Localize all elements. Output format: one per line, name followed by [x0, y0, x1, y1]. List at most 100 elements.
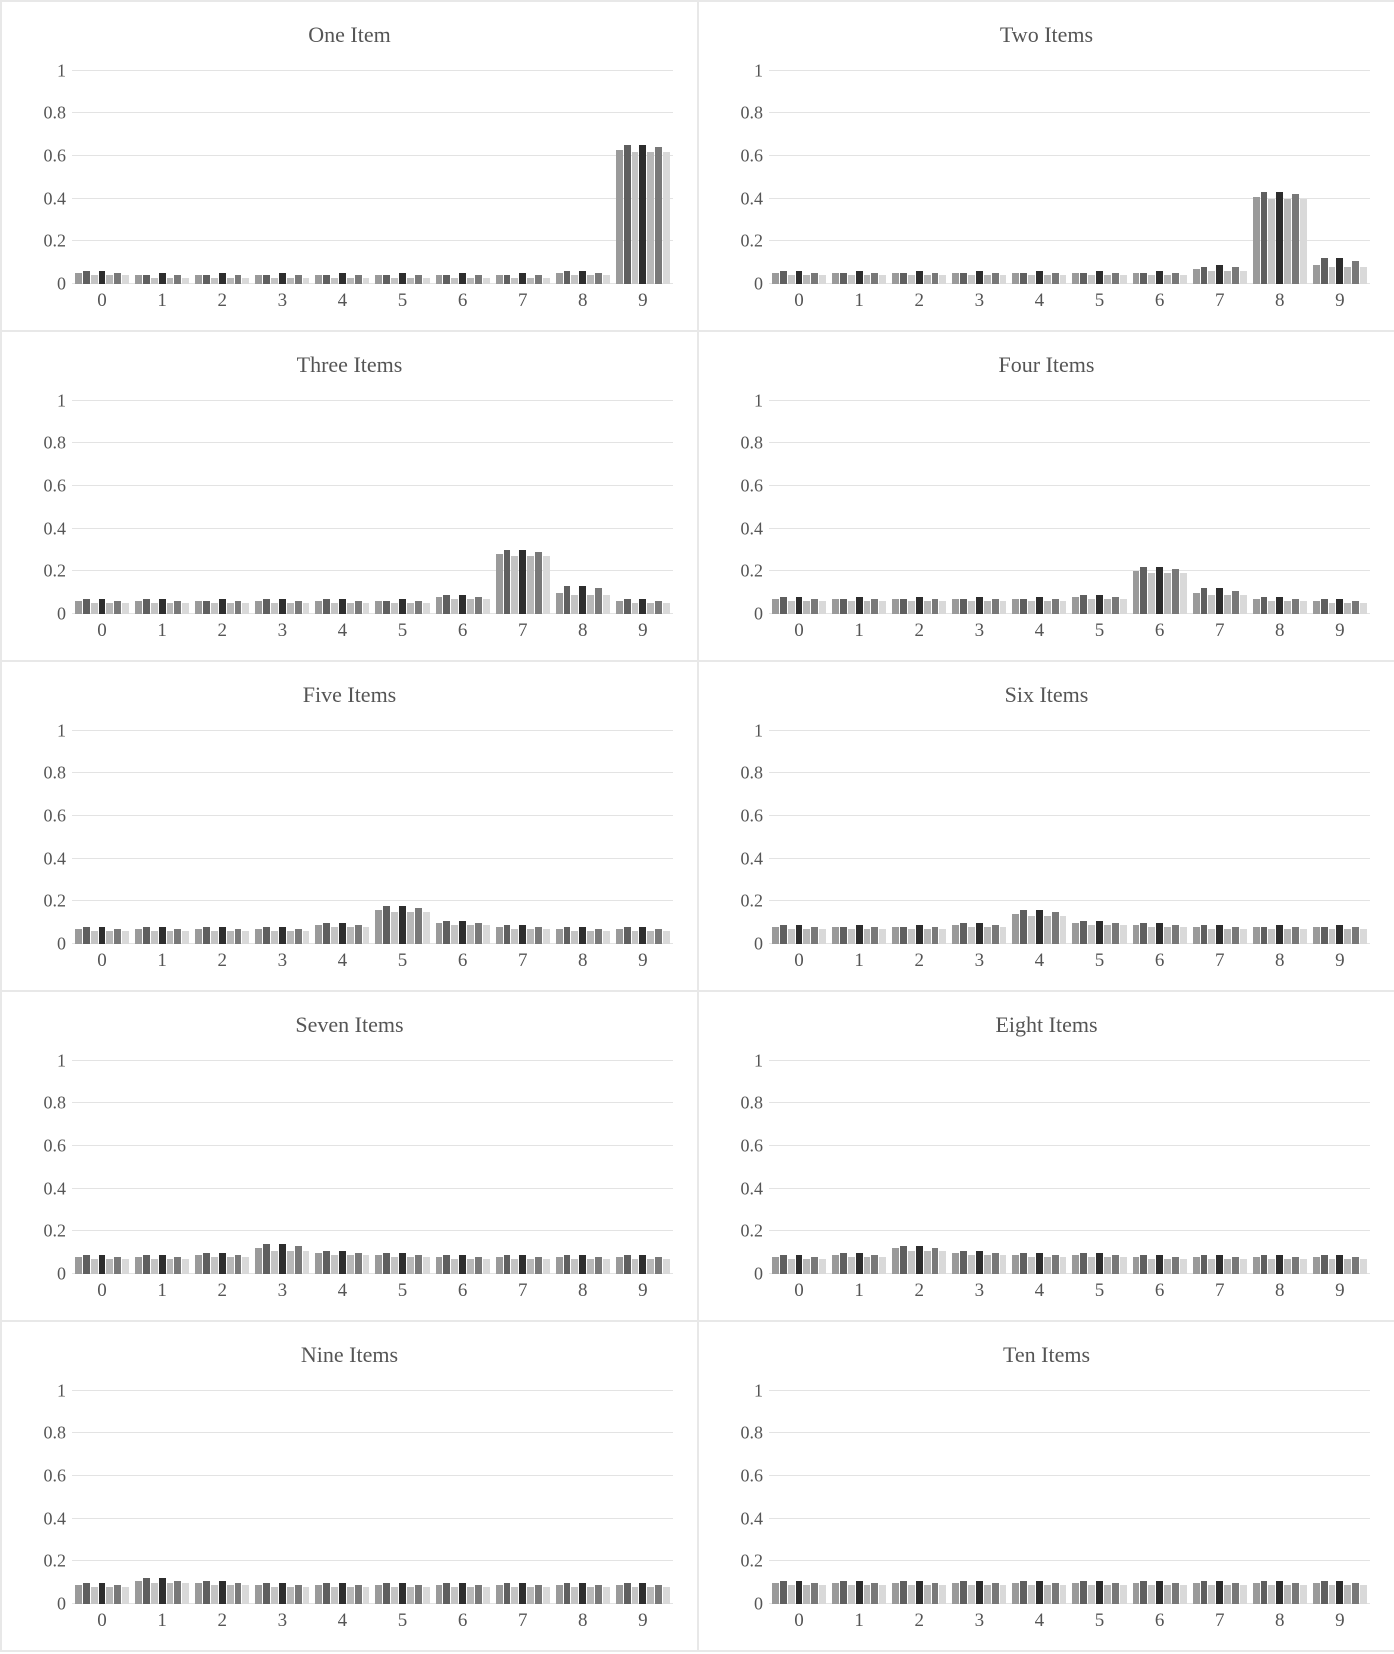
bar — [407, 278, 414, 284]
bar — [780, 925, 787, 944]
x-tick-label: 6 — [1130, 944, 1190, 980]
x-tick-label: 3 — [949, 1274, 1009, 1310]
bar — [832, 1583, 839, 1604]
bar — [1036, 1253, 1043, 1274]
bar — [968, 601, 975, 614]
bar — [219, 599, 226, 614]
x-tick-label: 6 — [433, 284, 493, 320]
bar — [892, 1583, 899, 1604]
x-tick-label: 4 — [1009, 944, 1069, 980]
bar — [772, 927, 779, 944]
bar — [271, 603, 278, 614]
bar — [443, 275, 450, 284]
bar — [616, 1585, 623, 1604]
y-tick-label: 1 — [754, 390, 763, 411]
bar-group — [1009, 60, 1069, 284]
bar — [1336, 258, 1343, 284]
bar — [174, 1257, 181, 1274]
bar — [840, 273, 847, 284]
bar — [1201, 588, 1208, 614]
bar — [984, 275, 991, 284]
bar — [952, 1253, 959, 1274]
bar — [347, 278, 354, 284]
bar — [871, 599, 878, 614]
bar — [167, 278, 174, 284]
bar-group — [1190, 1380, 1250, 1604]
bar — [587, 1587, 594, 1604]
bar — [1313, 1583, 1320, 1604]
bar — [587, 275, 594, 284]
bar — [399, 273, 406, 284]
x-tick-label: 0 — [769, 944, 829, 980]
x-tick-label: 1 — [829, 614, 889, 650]
x-tick-label: 9 — [1310, 1604, 1370, 1640]
bar — [1088, 925, 1095, 944]
x-tick-label: 9 — [613, 284, 673, 320]
bar — [263, 1583, 270, 1604]
bar — [203, 275, 210, 284]
chart-panel: Ten Items00.20.40.60.810123456789 — [699, 1322, 1394, 1652]
bar — [856, 1581, 863, 1604]
bar-group — [889, 720, 949, 944]
bar — [227, 1585, 234, 1604]
bar — [663, 1259, 670, 1274]
y-tick-label: 1 — [754, 60, 763, 81]
bar — [1321, 258, 1328, 284]
bar-group — [312, 720, 372, 944]
bar — [527, 929, 534, 944]
bar — [1096, 271, 1103, 284]
bar — [1224, 271, 1231, 284]
bar — [1020, 910, 1027, 944]
x-tick-label: 2 — [889, 1274, 949, 1310]
bar-strip — [72, 1050, 673, 1274]
bar — [459, 1583, 466, 1604]
y-tick-label: 0.6 — [44, 1466, 67, 1487]
bar — [483, 1587, 490, 1604]
y-tick-label: 0.8 — [44, 763, 67, 784]
bar — [571, 1259, 578, 1274]
bar — [315, 925, 322, 944]
bar — [932, 599, 939, 614]
bar — [1036, 597, 1043, 614]
bar — [632, 1587, 639, 1604]
bar-strip — [769, 1050, 1370, 1274]
bar-group — [1009, 1050, 1069, 1274]
bar — [856, 597, 863, 614]
bar — [106, 1259, 113, 1274]
bar — [242, 931, 249, 944]
x-tick-label: 4 — [312, 1274, 372, 1310]
bar — [1261, 1581, 1268, 1604]
bar — [579, 1583, 586, 1604]
bar-group — [889, 1380, 949, 1604]
bar — [1240, 1585, 1247, 1604]
chart-panel: Eight Items00.20.40.60.810123456789 — [699, 992, 1394, 1322]
bar — [235, 1583, 242, 1604]
y-tick-label: 0.4 — [741, 1508, 764, 1529]
bar — [459, 1255, 466, 1274]
y-tick-label: 0 — [57, 1594, 66, 1615]
x-tick-label: 2 — [192, 614, 252, 650]
bar — [159, 1255, 166, 1274]
y-tick-label: 0.4 — [44, 1178, 67, 1199]
bar — [1276, 192, 1283, 284]
x-tick-label: 9 — [613, 944, 673, 980]
bar-group — [433, 60, 493, 284]
bar — [407, 912, 414, 944]
bar — [543, 1259, 550, 1274]
y-tick-label: 0.2 — [44, 1221, 67, 1242]
bar — [1148, 1259, 1155, 1274]
bar — [75, 601, 82, 614]
y-tick-label: 0.6 — [44, 806, 67, 827]
bar-group — [72, 60, 132, 284]
x-tick-label: 5 — [1069, 944, 1129, 980]
x-tick-label: 3 — [252, 944, 312, 980]
bar — [399, 1253, 406, 1274]
x-tick-label: 2 — [192, 284, 252, 320]
bar — [892, 599, 899, 614]
bar — [952, 1583, 959, 1604]
bar — [211, 603, 218, 614]
chart-panel: Four Items00.20.40.60.810123456789 — [699, 332, 1394, 662]
bar-group — [1130, 1050, 1190, 1274]
bar — [195, 275, 202, 284]
bar — [415, 601, 422, 614]
